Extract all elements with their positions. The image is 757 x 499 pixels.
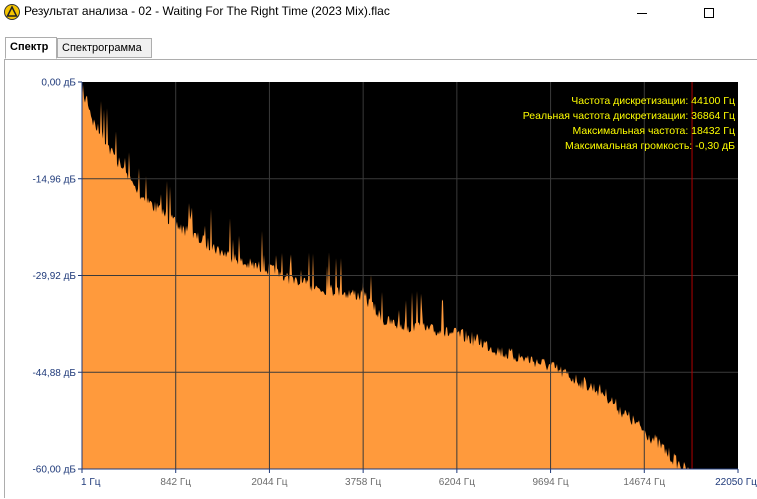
spectrum-panel: 0,00 дБ -14,96 дБ -29,92 дБ -44,88 дБ -60,00… bbox=[4, 59, 757, 498]
title-bar: Результат анализа - 02 - Waiting For The… bbox=[0, 0, 757, 28]
x-tick-label: 9694 Гц bbox=[532, 477, 568, 488]
y-tick-label: -44,88 дБ bbox=[32, 368, 76, 379]
x-tick-label: 6204 Гц bbox=[439, 477, 475, 488]
y-tick-label: -29,92 дБ bbox=[32, 271, 76, 282]
maximize-icon bbox=[704, 8, 714, 18]
x-tick-label: 3758 Гц bbox=[345, 477, 381, 488]
info-line: Максимальная частота: 18432 Гц bbox=[573, 125, 735, 137]
audio-analyzer-icon bbox=[4, 4, 20, 20]
info-line: Реальная частота дискретизации: 36864 Гц bbox=[523, 110, 735, 122]
spectrum-fill bbox=[82, 84, 692, 469]
x-tick-label: 14674 Гц bbox=[623, 477, 665, 488]
info-line: Частота дискретизации: 44100 Гц bbox=[571, 95, 735, 107]
x-tick-label: 2044 Гц bbox=[251, 477, 287, 488]
y-tick-label: 0,00 дБ bbox=[41, 78, 76, 89]
y-tick-label: -60,00 дБ bbox=[32, 465, 76, 476]
minimize-icon bbox=[637, 13, 647, 14]
tab-bar: Спектр Спектрограмма bbox=[0, 37, 757, 60]
minimize-button[interactable] bbox=[619, 0, 665, 26]
x-tick-label: 1 Гц bbox=[81, 477, 101, 488]
spectrum-chart: 0,00 дБ -14,96 дБ -29,92 дБ -44,88 дБ -60,00… bbox=[32, 78, 757, 489]
maximize-button[interactable] bbox=[686, 0, 732, 26]
x-tick-label: 22050 Гц bbox=[715, 477, 757, 488]
tab-spectrogram[interactable]: Спектрограмма bbox=[57, 38, 152, 58]
y-tick-label: -14,96 дБ bbox=[32, 174, 76, 185]
x-tick-label: 842 Гц bbox=[160, 477, 191, 488]
window-title: Результат анализа - 02 - Waiting For The… bbox=[24, 4, 390, 18]
tab-spectrum[interactable]: Спектр bbox=[5, 37, 57, 59]
info-line: Максимальная громкость: -0,30 дБ bbox=[565, 140, 735, 152]
